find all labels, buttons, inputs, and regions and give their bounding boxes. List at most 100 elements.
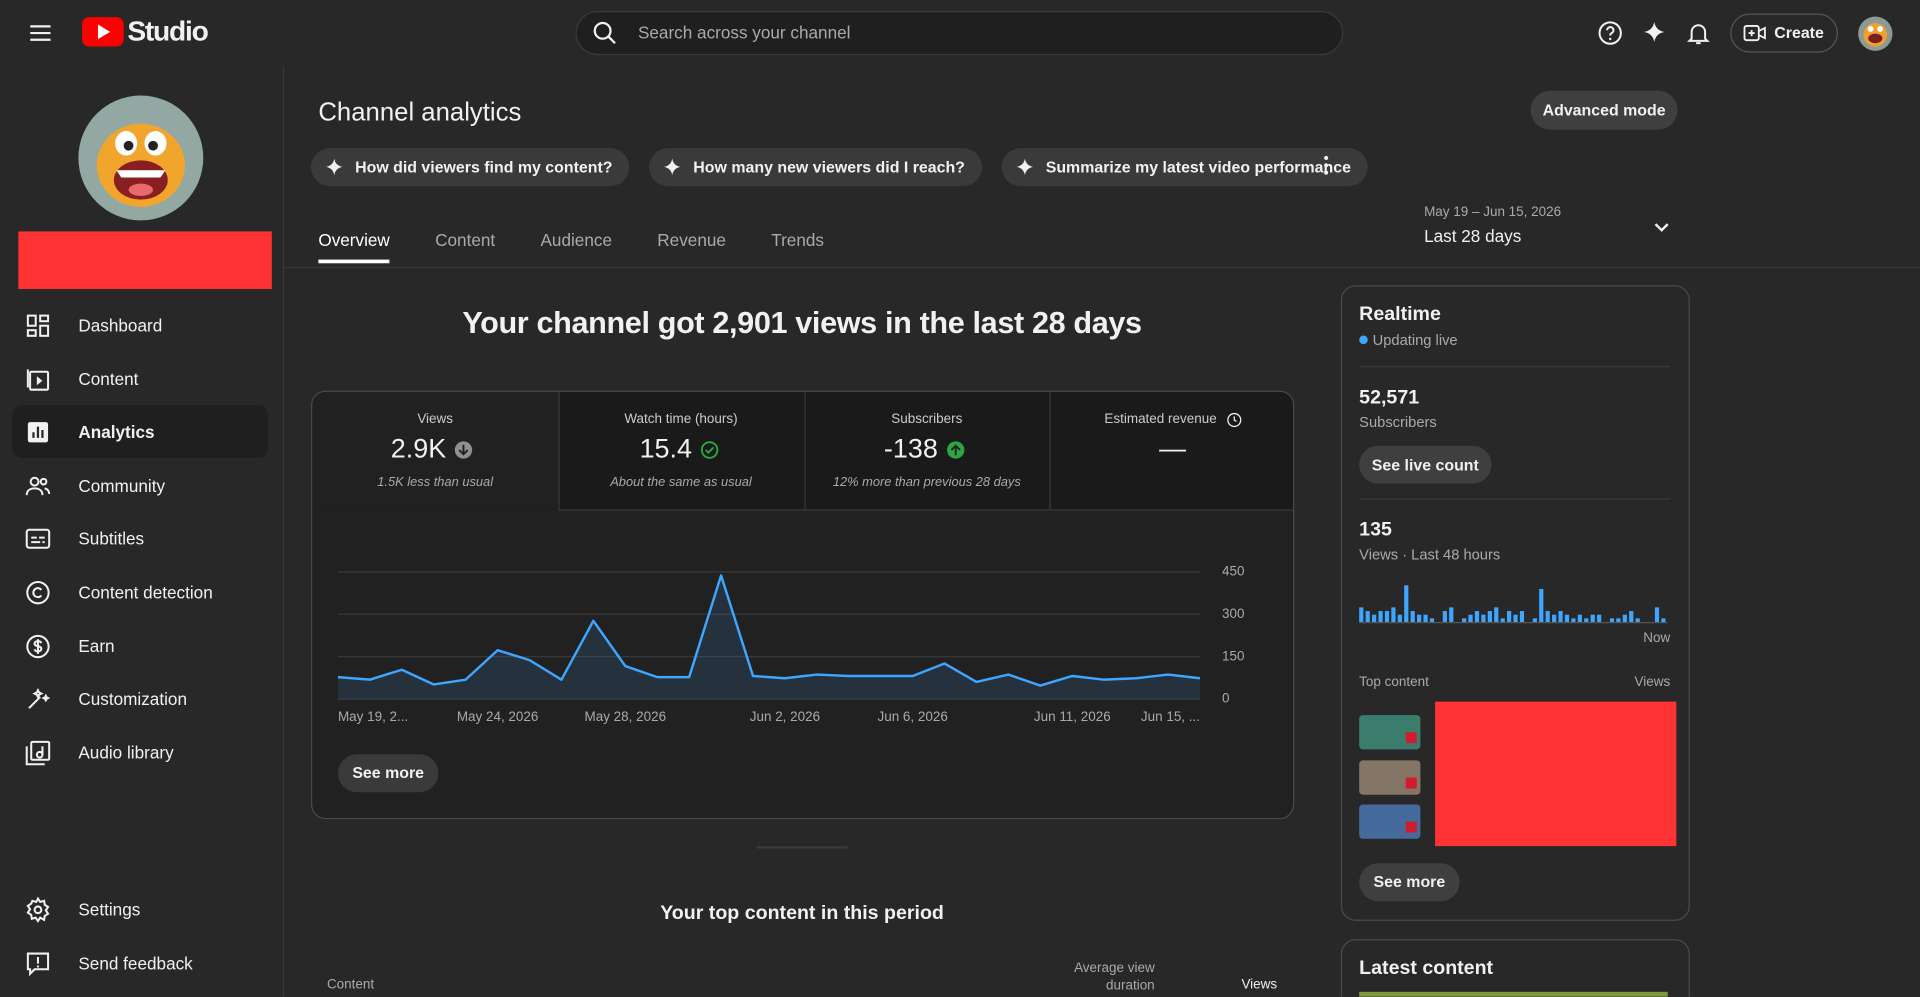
nav-label[interactable]: Dashboard <box>78 315 163 336</box>
nav-icon[interactable] <box>24 686 51 713</box>
bar <box>1609 618 1615 623</box>
more-button[interactable] <box>1316 153 1336 177</box>
suggestion-chip[interactable]: Summarize my latest video performance <box>1001 148 1369 187</box>
column-header[interactable]: Views <box>1241 977 1278 993</box>
nav-label[interactable]: Customization <box>78 689 187 709</box>
menu-button[interactable] <box>27 20 54 47</box>
nav-icon[interactable] <box>24 526 51 553</box>
metric-label[interactable]: Subscribers <box>891 411 963 427</box>
live-dot <box>1359 335 1368 345</box>
x-tick-label: May 24, 2026 <box>457 709 539 724</box>
realtime-see-more-button[interactable] <box>1359 863 1460 902</box>
help-button[interactable] <box>1597 20 1624 47</box>
brand-name[interactable]: Studio <box>127 14 208 47</box>
metric-status-icon <box>946 441 965 459</box>
nav-label[interactable]: Content detection <box>78 582 213 602</box>
metric-label[interactable]: Watch time (hours) <box>624 411 738 427</box>
nav-icon[interactable] <box>24 633 51 660</box>
chart-see-more-label[interactable]: See more <box>352 763 425 782</box>
nav-icon[interactable] <box>24 896 51 923</box>
nav-label[interactable]: Earn <box>78 635 115 656</box>
youtube-logo[interactable] <box>82 17 124 47</box>
nav-label[interactable]: Content <box>78 368 139 389</box>
nav-label[interactable]: Community <box>78 475 166 496</box>
latest-thumbnail[interactable] <box>1359 991 1668 997</box>
metric-note[interactable]: 1.5K less than usual <box>377 474 494 490</box>
icon-part <box>26 329 37 337</box>
thumbnail[interactable] <box>1359 715 1421 750</box>
suggestion-text[interactable]: Summarize my latest video performance <box>1045 157 1351 177</box>
icon-part <box>32 587 43 599</box>
nav-label[interactable]: Analytics <box>78 422 155 442</box>
create-button[interactable] <box>1730 13 1838 53</box>
date-range[interactable]: May 19 – Jun 15, 2026 <box>1424 204 1562 220</box>
metric-tab[interactable] <box>803 391 1050 511</box>
channel-avatar[interactable] <box>77 94 204 221</box>
views-chart: 0 150 300 450 May 19, 2... May 24, 2026 May 28… <box>337 563 1244 724</box>
metric-status-icon <box>455 441 473 459</box>
suggestion-chip[interactable]: How did viewers find my content? <box>311 148 630 187</box>
icon-part <box>32 426 44 439</box>
create-label[interactable]: Create <box>1774 23 1824 42</box>
notifications-button[interactable] <box>1685 20 1712 47</box>
search-box[interactable] <box>575 11 1344 56</box>
suggestion-text[interactable]: How many new viewers did I reach? <box>693 157 965 177</box>
column-header[interactable]: Average view duration <box>1074 961 1155 994</box>
nav-icon[interactable] <box>24 472 51 499</box>
metric-value[interactable]: -138 <box>883 433 938 464</box>
live-count-label[interactable]: See live count <box>1371 455 1479 475</box>
tab[interactable]: Content <box>435 230 496 250</box>
nav-label[interactable]: Subtitles <box>78 528 145 549</box>
suggestion-chip[interactable]: How many new viewers did I reach? <box>649 148 983 187</box>
metric-tab[interactable] <box>312 391 559 511</box>
date-dropdown[interactable] <box>1652 218 1672 238</box>
nav-icon[interactable] <box>24 950 51 977</box>
nav-label[interactable]: Settings <box>78 899 141 920</box>
metric-tab[interactable] <box>1049 391 1294 511</box>
bar <box>1359 607 1364 623</box>
nav-icon[interactable] <box>24 739 51 766</box>
bar <box>1519 611 1525 623</box>
metric-tab[interactable] <box>558 391 804 511</box>
nav-label[interactable]: Audio library <box>78 742 174 763</box>
divider <box>1359 366 1671 368</box>
nav-icon[interactable] <box>24 579 51 606</box>
metric-value[interactable]: 15.4 <box>639 433 693 464</box>
icon-part <box>326 157 343 175</box>
thumbnail[interactable] <box>1359 804 1421 839</box>
column-header[interactable]: Content <box>326 977 375 993</box>
nav-label[interactable]: Send feedback <box>78 952 193 973</box>
tab[interactable]: Revenue <box>657 230 726 250</box>
chart-see-more-button[interactable] <box>337 754 439 793</box>
thumbnail[interactable] <box>1359 760 1421 795</box>
metric-note[interactable]: 12% more than previous 28 days <box>832 474 1021 490</box>
icon-part <box>25 529 51 550</box>
metric-label[interactable]: Views <box>417 411 454 427</box>
ai-button[interactable] <box>1641 20 1668 47</box>
icon-part <box>116 170 166 178</box>
date-period[interactable]: Last 28 days <box>1424 226 1522 246</box>
tab[interactable]: Trends <box>771 230 824 250</box>
advanced-mode-label[interactable]: Advanced mode <box>1542 100 1666 120</box>
metric-value[interactable]: 2.9K <box>390 433 447 464</box>
account-avatar[interactable] <box>1858 16 1894 52</box>
divider <box>1359 498 1671 500</box>
metric-note[interactable]: About the same as usual <box>610 474 752 490</box>
advanced-mode-button[interactable] <box>1530 90 1678 130</box>
tab[interactable]: Audience <box>540 230 612 250</box>
metric-value[interactable]: — <box>1159 433 1187 464</box>
realtime-see-more-label[interactable]: See more <box>1373 872 1446 891</box>
nav-item[interactable] <box>12 405 269 459</box>
nav-icon[interactable] <box>24 366 51 393</box>
suggestion-text[interactable]: How did viewers find my content? <box>355 157 613 177</box>
y-tick-label: 300 <box>1222 606 1244 621</box>
bar <box>1558 611 1563 623</box>
icon-part <box>148 140 158 151</box>
bar <box>1616 618 1621 623</box>
nav-icon[interactable] <box>24 419 51 446</box>
nav-icon[interactable] <box>24 312 51 339</box>
live-count-button[interactable] <box>1359 445 1492 484</box>
metric-label[interactable]: Estimated revenue <box>1104 411 1217 427</box>
tab[interactable]: Overview <box>318 220 390 264</box>
y-tick-label: 150 <box>1222 648 1244 663</box>
